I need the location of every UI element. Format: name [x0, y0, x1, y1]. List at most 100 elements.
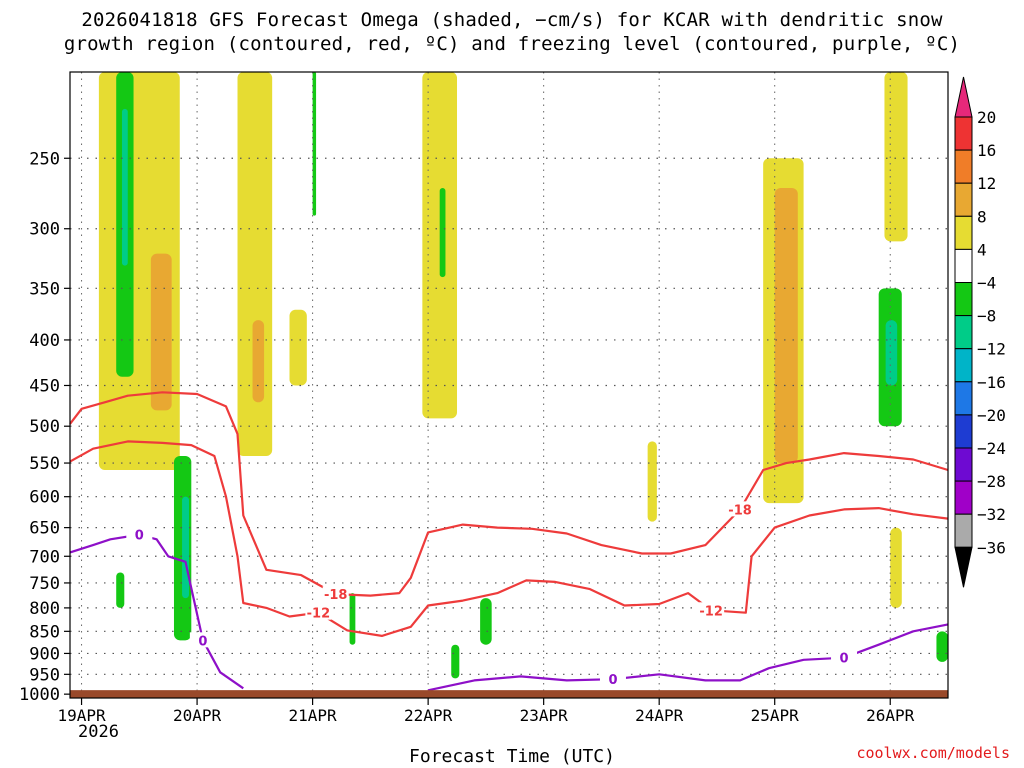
- contour-label-bg: [305, 604, 332, 620]
- contour--18: [69, 391, 949, 597]
- colorbar-bottom-arrow: [954, 546, 973, 588]
- omega-cell: [349, 593, 356, 645]
- x-tick-label: 21APR: [289, 706, 338, 725]
- contour-label: -18: [728, 503, 752, 518]
- y-axis: 2503003504004505005506006507007508008509…: [19, 149, 70, 705]
- x-tick-label: 20APR: [173, 706, 222, 725]
- y-tick-label: 400: [29, 331, 60, 351]
- contour-label-bg: [126, 526, 153, 542]
- colorbar-label: −8: [977, 307, 996, 326]
- contour-0: [69, 533, 244, 690]
- x-tick-label: 25APR: [751, 706, 800, 725]
- contour-label-bg: [831, 649, 858, 665]
- contour-lines: -18 -18 -12 -12 0 0 0 0: [69, 391, 949, 692]
- x-tick-label: 26APR: [866, 706, 915, 725]
- colorbar-segment: [954, 447, 973, 482]
- colorbar-label: −4: [977, 274, 996, 293]
- colorbar-label: 16: [977, 141, 996, 160]
- x-tick-label: 19APR: [57, 706, 106, 725]
- colorbar-label: −36: [977, 538, 1006, 557]
- omega-cell: [647, 441, 657, 522]
- colorbar-top-arrow: [954, 76, 973, 118]
- colorbar-segment: [954, 348, 973, 383]
- omega-cell: [890, 527, 902, 608]
- colorbar-label: −20: [977, 406, 1006, 425]
- colorbar-segment: [954, 248, 973, 283]
- contour-label-bg: [727, 501, 754, 517]
- omega-cell: [312, 72, 317, 216]
- omega-cell: [439, 188, 446, 278]
- y-tick-label: 600: [29, 488, 60, 508]
- year-label: 2026: [78, 722, 119, 742]
- colorbar-segment: [954, 513, 973, 548]
- colorbar-label: −16: [977, 373, 1006, 392]
- title-line-2: growth region (contoured, red, ºC) and f…: [63, 33, 961, 55]
- colorbar-segment: [954, 315, 973, 350]
- contour-0: [427, 623, 949, 692]
- colorbar-segment: [954, 414, 973, 449]
- omega-shading: [98, 72, 948, 679]
- omega-cell: [289, 309, 307, 386]
- contour--12: [69, 440, 949, 638]
- x-axis-label: Forecast Time (UTC): [409, 746, 615, 767]
- colorbar-label: −32: [977, 505, 1006, 524]
- contour-label: -12: [307, 607, 331, 622]
- colorbar-label: 20: [977, 108, 996, 127]
- contour-label-bg: [322, 586, 349, 602]
- colorbar-segment: [954, 480, 973, 515]
- y-tick-label: 300: [29, 220, 60, 240]
- colorbar-label: −28: [977, 472, 1006, 491]
- y-tick-label: 900: [29, 644, 60, 664]
- omega-cell: [116, 572, 125, 608]
- plot-background: [70, 72, 948, 698]
- contour-label: -18: [324, 588, 348, 603]
- colorbar: 20 16 12 8 4 −4 −8 −12 −16 −20 −24 −28 −32 −36: [954, 76, 1006, 588]
- colorbar-label: 12: [977, 174, 996, 193]
- credit-link[interactable]: coolwx.com/models: [856, 744, 1010, 762]
- contour-label-bg: [189, 632, 216, 648]
- contour-label: -12: [699, 604, 723, 619]
- x-tick-label: 24APR: [635, 706, 684, 725]
- colorbar-segment: [954, 215, 973, 250]
- contour-label: 0: [608, 673, 617, 688]
- y-tick-label: 500: [29, 417, 60, 437]
- contour-label: 0: [135, 529, 144, 544]
- omega-cell: [885, 320, 898, 386]
- colorbar-segment: [954, 149, 973, 184]
- x-axis: 19APR 20APR 21APR 22APR 23APR 24APR 25APR 26APR: [57, 698, 915, 725]
- title-line-1: 2026041818 GFS Forecast Omega (shaded, −…: [81, 9, 943, 31]
- omega-cell: [936, 631, 948, 662]
- x-tick-label: 23APR: [520, 706, 569, 725]
- y-tick-label: 750: [29, 574, 60, 594]
- y-tick-label: 850: [29, 622, 60, 642]
- grid-lines: [70, 72, 948, 698]
- contour-label: 0: [198, 634, 207, 649]
- y-tick-label: 800: [29, 599, 60, 619]
- surface-ground: [70, 690, 948, 698]
- colorbar-segment: [954, 116, 973, 151]
- colorbar-label: −12: [977, 340, 1006, 359]
- y-tick-label: 700: [29, 547, 60, 567]
- y-tick-label: 350: [29, 279, 60, 299]
- colorbar-label: −24: [977, 439, 1006, 458]
- contour-label: 0: [840, 652, 849, 667]
- omega-cell: [252, 320, 265, 403]
- omega-cell: [150, 253, 172, 411]
- x-tick-label: 22APR: [404, 706, 453, 725]
- y-tick-label: 650: [29, 519, 60, 539]
- colorbar-segment: [954, 182, 973, 217]
- contour-label-bg: [599, 671, 626, 687]
- colorbar-segment: [954, 381, 973, 416]
- y-tick-label: 450: [29, 376, 60, 396]
- omega-cell: [480, 598, 492, 645]
- chart-title: 2026041818 GFS Forecast Omega (shaded, −…: [0, 8, 1024, 56]
- omega-cell: [182, 496, 189, 599]
- omega-cell: [884, 72, 908, 242]
- colorbar-label: 8: [977, 207, 987, 226]
- y-tick-label: 950: [29, 665, 60, 685]
- omega-cell: [121, 108, 128, 266]
- y-tick-label: 1000: [19, 685, 60, 705]
- omega-cell: [451, 644, 460, 679]
- omega-cell: [774, 188, 798, 464]
